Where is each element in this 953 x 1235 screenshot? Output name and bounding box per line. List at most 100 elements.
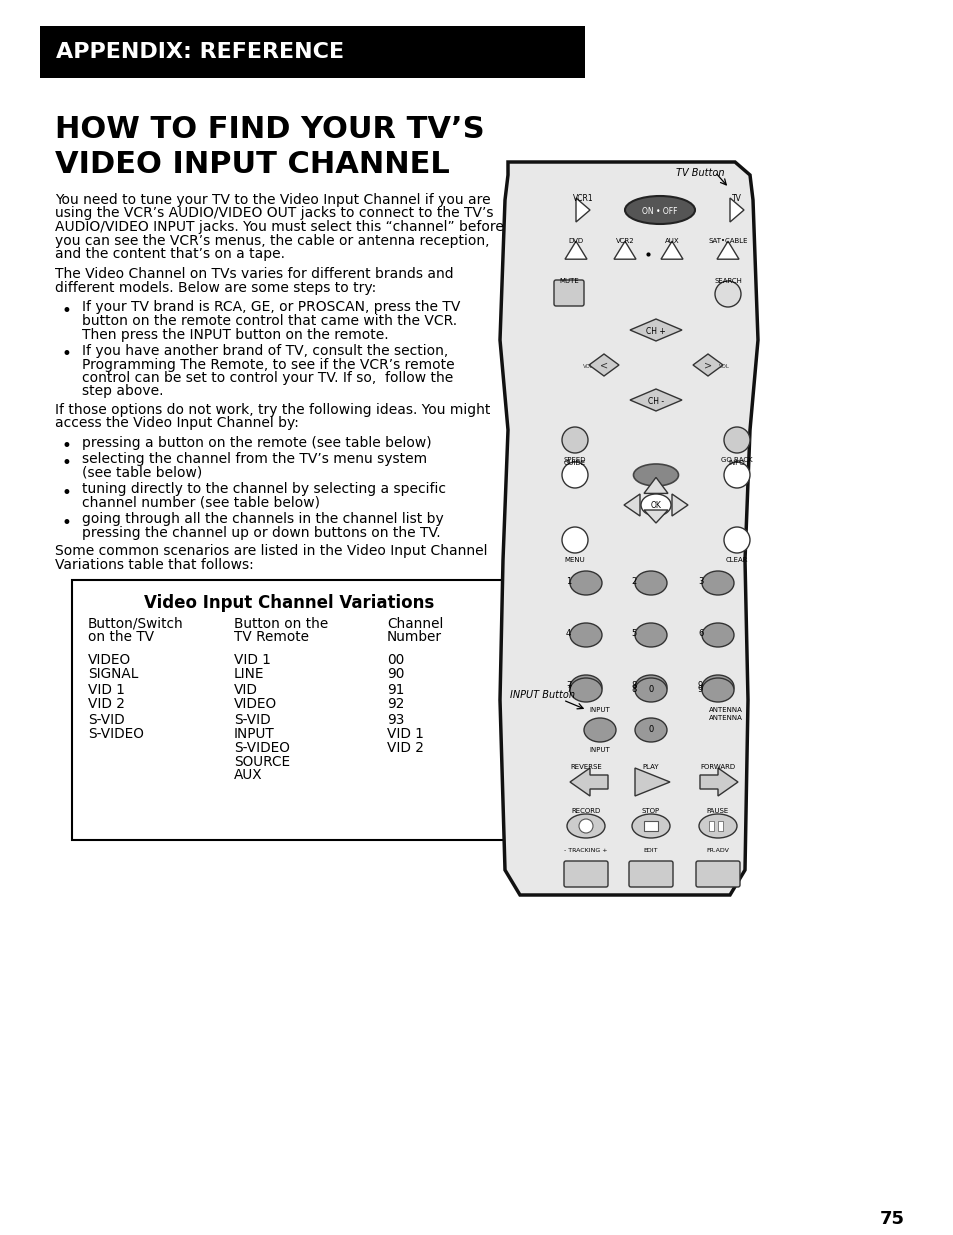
Text: 1: 1: [565, 578, 571, 587]
Text: S-VIDEO: S-VIDEO: [88, 727, 144, 741]
Ellipse shape: [569, 676, 601, 699]
Text: If your TV brand is RCA, GE, or PROSCAN, press the TV: If your TV brand is RCA, GE, or PROSCAN,…: [82, 300, 460, 315]
Text: •: •: [62, 453, 71, 472]
Polygon shape: [623, 494, 639, 516]
Circle shape: [723, 527, 749, 553]
Polygon shape: [671, 494, 687, 516]
Ellipse shape: [569, 622, 601, 647]
Text: 92: 92: [387, 698, 404, 711]
Text: 00: 00: [387, 652, 404, 667]
Text: •: •: [62, 514, 71, 531]
Text: HOW TO FIND YOUR TV’S: HOW TO FIND YOUR TV’S: [55, 115, 484, 144]
Circle shape: [723, 427, 749, 453]
Text: SEARCH: SEARCH: [713, 278, 741, 284]
Text: EDIT: EDIT: [643, 848, 658, 853]
Text: VIDEO: VIDEO: [233, 698, 276, 711]
Text: you can see the VCR’s menus, the cable or antenna reception,: you can see the VCR’s menus, the cable o…: [55, 233, 489, 247]
Text: AUDIO/VIDEO INPUT jacks. You must select this “channel” before: AUDIO/VIDEO INPUT jacks. You must select…: [55, 220, 503, 233]
Polygon shape: [700, 768, 738, 797]
Text: VIDEO INPUT CHANNEL: VIDEO INPUT CHANNEL: [55, 149, 449, 179]
Text: •: •: [62, 301, 71, 320]
Ellipse shape: [624, 196, 695, 224]
Text: channel number (see table below): channel number (see table below): [82, 496, 319, 510]
Circle shape: [714, 282, 740, 308]
Ellipse shape: [699, 814, 737, 839]
Text: AUX: AUX: [664, 238, 679, 245]
Ellipse shape: [635, 678, 666, 701]
Ellipse shape: [701, 676, 733, 699]
Text: Number: Number: [387, 630, 441, 643]
Text: SOURCE: SOURCE: [233, 755, 290, 768]
Text: OK: OK: [650, 501, 660, 510]
Text: 4: 4: [565, 630, 571, 638]
Circle shape: [561, 462, 587, 488]
Text: VIDEO: VIDEO: [88, 652, 131, 667]
Ellipse shape: [635, 622, 666, 647]
Polygon shape: [588, 354, 618, 375]
Bar: [718, 821, 722, 831]
Polygon shape: [717, 241, 739, 259]
Text: INPUT: INPUT: [589, 747, 610, 753]
Text: INFO: INFO: [728, 459, 744, 466]
FancyBboxPatch shape: [628, 861, 672, 887]
Text: step above.: step above.: [82, 384, 163, 399]
Text: S-VIDEO: S-VIDEO: [233, 741, 290, 755]
Bar: [643, 821, 658, 831]
FancyBboxPatch shape: [554, 280, 583, 306]
Text: 8: 8: [630, 684, 636, 694]
Ellipse shape: [701, 622, 733, 647]
Text: 90: 90: [387, 667, 404, 682]
Ellipse shape: [635, 718, 666, 742]
Text: VCR2: VCR2: [615, 238, 634, 245]
Text: Some common scenarios are listed in the Video Input Channel: Some common scenarios are listed in the …: [55, 545, 487, 558]
Ellipse shape: [701, 571, 733, 595]
Text: AUX: AUX: [233, 768, 262, 782]
Ellipse shape: [635, 571, 666, 595]
Ellipse shape: [631, 814, 669, 839]
Text: access the Video Input Channel by:: access the Video Input Channel by:: [55, 416, 298, 431]
Text: SPEED: SPEED: [563, 457, 586, 463]
Text: ANTENNA: ANTENNA: [708, 706, 742, 713]
Polygon shape: [576, 198, 589, 222]
Text: S-VID: S-VID: [88, 713, 125, 726]
Text: You need to tune your TV to the Video Input Channel if you are: You need to tune your TV to the Video In…: [55, 193, 490, 207]
Text: >: >: [703, 361, 711, 370]
Text: SAT•CABLE: SAT•CABLE: [707, 238, 747, 245]
Text: VID 2: VID 2: [88, 698, 125, 711]
Text: 5: 5: [630, 630, 636, 638]
Bar: [40, 26, 584, 78]
Text: VCR1: VCR1: [572, 194, 593, 203]
Text: different models. Below are some steps to try:: different models. Below are some steps t…: [55, 282, 375, 295]
Text: APPENDIX: REFERENCE: APPENDIX: REFERENCE: [56, 42, 344, 62]
Text: SIGNAL: SIGNAL: [88, 667, 138, 682]
Text: DVD: DVD: [568, 238, 583, 245]
Polygon shape: [692, 354, 722, 375]
Text: The Video Channel on TVs varies for different brands and: The Video Channel on TVs varies for diff…: [55, 268, 453, 282]
Text: going through all the channels in the channel list by: going through all the channels in the ch…: [82, 513, 443, 526]
Text: STOP: STOP: [641, 808, 659, 814]
Text: VID 2: VID 2: [387, 741, 423, 755]
Polygon shape: [629, 389, 681, 411]
Polygon shape: [629, 319, 681, 341]
Text: 2: 2: [630, 578, 636, 587]
FancyBboxPatch shape: [563, 861, 607, 887]
Bar: [71, 579, 506, 840]
Text: 91: 91: [387, 683, 404, 697]
Polygon shape: [729, 198, 743, 222]
Text: Then press the INPUT button on the remote.: Then press the INPUT button on the remot…: [82, 327, 388, 342]
Text: tuning directly to the channel by selecting a specific: tuning directly to the channel by select…: [82, 483, 446, 496]
Text: If those options do not work, try the following ideas. You might: If those options do not work, try the fo…: [55, 403, 490, 417]
Text: ON • OFF: ON • OFF: [641, 206, 677, 215]
Ellipse shape: [569, 571, 601, 595]
Text: button on the remote control that came with the VCR.: button on the remote control that came w…: [82, 314, 456, 329]
Circle shape: [561, 427, 587, 453]
Text: MENU: MENU: [564, 557, 585, 563]
Ellipse shape: [640, 494, 670, 516]
Polygon shape: [569, 768, 607, 797]
Text: TV Button: TV Button: [675, 168, 723, 178]
PathPatch shape: [499, 162, 758, 895]
Polygon shape: [564, 241, 586, 259]
Text: VOL: VOL: [582, 363, 593, 368]
Text: PAUSE: PAUSE: [706, 808, 728, 814]
Text: VID 1: VID 1: [88, 683, 125, 697]
